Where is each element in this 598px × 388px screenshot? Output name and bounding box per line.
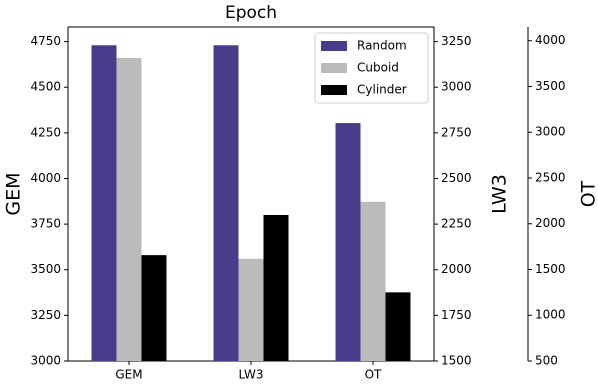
y3-tick-label: 500 [535, 354, 558, 368]
y3-tick-label: 2500 [535, 170, 566, 184]
bar [386, 292, 411, 361]
y2-tick-label: 2000 [441, 262, 472, 276]
legend-swatch [321, 63, 347, 73]
bar [239, 259, 264, 361]
y-tick-label: 3000 [30, 354, 61, 368]
legend-swatch [321, 41, 347, 51]
bar [336, 123, 361, 361]
x-tick-label: LW3 [238, 368, 263, 382]
y3-tick-label: 1500 [535, 262, 566, 276]
y2-tick-label: 2250 [441, 217, 472, 231]
y3-tick-label: 1000 [535, 308, 566, 322]
y3-tick-label: 3500 [535, 79, 566, 93]
y2-tick-label: 3000 [441, 80, 472, 94]
y3-axis-label: OT [578, 180, 598, 207]
y2-tick-label: 1500 [441, 354, 472, 368]
y2-tick-label: 1750 [441, 308, 472, 322]
y-tick-label: 4250 [30, 125, 61, 139]
y2-tick-label: 3250 [441, 34, 472, 48]
y-axis-label: GEM [3, 172, 25, 215]
legend-label: Cuboid [357, 61, 399, 75]
bar [214, 45, 239, 361]
y3-tick-label: 2000 [535, 216, 566, 230]
y-tick-label: 3250 [30, 308, 61, 322]
y2-tick-label: 2750 [441, 125, 472, 139]
y-tick-label: 4750 [30, 34, 61, 48]
y2-axis-label: LW3 [489, 174, 511, 214]
bar [142, 255, 167, 361]
bar [264, 215, 289, 361]
bar [117, 58, 142, 361]
y-tick-label: 3500 [30, 262, 61, 276]
bar [92, 45, 117, 361]
y-tick-label: 4500 [30, 80, 61, 94]
legend-label: Random [357, 39, 407, 53]
bar [361, 202, 386, 361]
x-tick-label: OT [365, 368, 382, 382]
y-tick-label: 4000 [30, 171, 61, 185]
y3-tick-label: 3000 [535, 125, 566, 139]
y3-tick-label: 4000 [535, 33, 566, 47]
y-tick-label: 3750 [30, 217, 61, 231]
x-tick-label: GEM [115, 368, 142, 382]
chart-title: Epoch [225, 3, 277, 23]
legend-swatch [321, 85, 347, 95]
y2-tick-label: 2500 [441, 171, 472, 185]
legend-label: Cylinder [357, 83, 407, 97]
